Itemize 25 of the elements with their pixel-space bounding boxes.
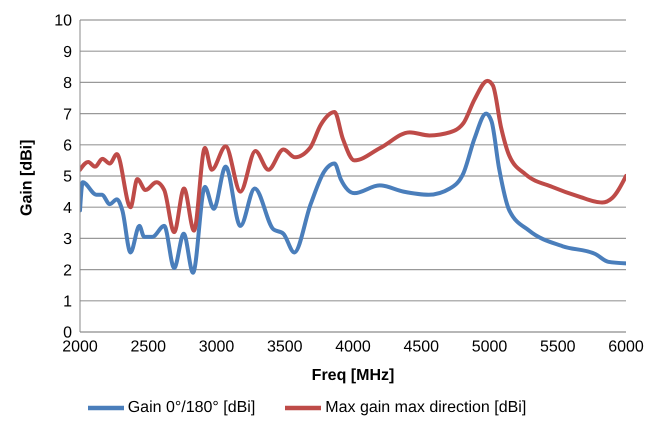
legend-label: Max gain max direction [dBi]	[325, 399, 526, 416]
legend-label: Gain 0°/180° [dBi]	[128, 399, 256, 416]
x-tick-label: 6000	[608, 338, 644, 356]
x-tick-label: 2000	[62, 338, 98, 356]
y-axis-title: Gain [dBi]	[18, 140, 36, 216]
x-tick-label: 3000	[198, 338, 234, 356]
y-tick-label: 1	[63, 293, 72, 310]
y-tick-label: 4	[63, 200, 72, 217]
line-series	[80, 112, 626, 275]
y-tick-label: 2	[63, 262, 72, 280]
x-tick-label: 4500	[403, 338, 440, 356]
y-tick-label: 3	[63, 231, 72, 248]
y-tick-label: 10	[54, 12, 72, 30]
y-tick-label: 9	[63, 44, 72, 61]
x-tick-label: 5000	[472, 338, 508, 356]
x-tick-label: 3500	[266, 338, 303, 356]
x-tick-label: 5500	[540, 338, 576, 356]
x-axis-title: Freq [MHz]	[312, 367, 394, 384]
y-tick-label: 5	[63, 168, 72, 186]
x-tick-label: 4000	[335, 338, 371, 356]
y-tick-label: 6	[63, 137, 72, 154]
line-series	[80, 78, 626, 234]
x-tick-label: 2500	[130, 338, 166, 356]
y-tick-label: 7	[63, 106, 72, 124]
y-tick-label: 8	[63, 75, 72, 92]
